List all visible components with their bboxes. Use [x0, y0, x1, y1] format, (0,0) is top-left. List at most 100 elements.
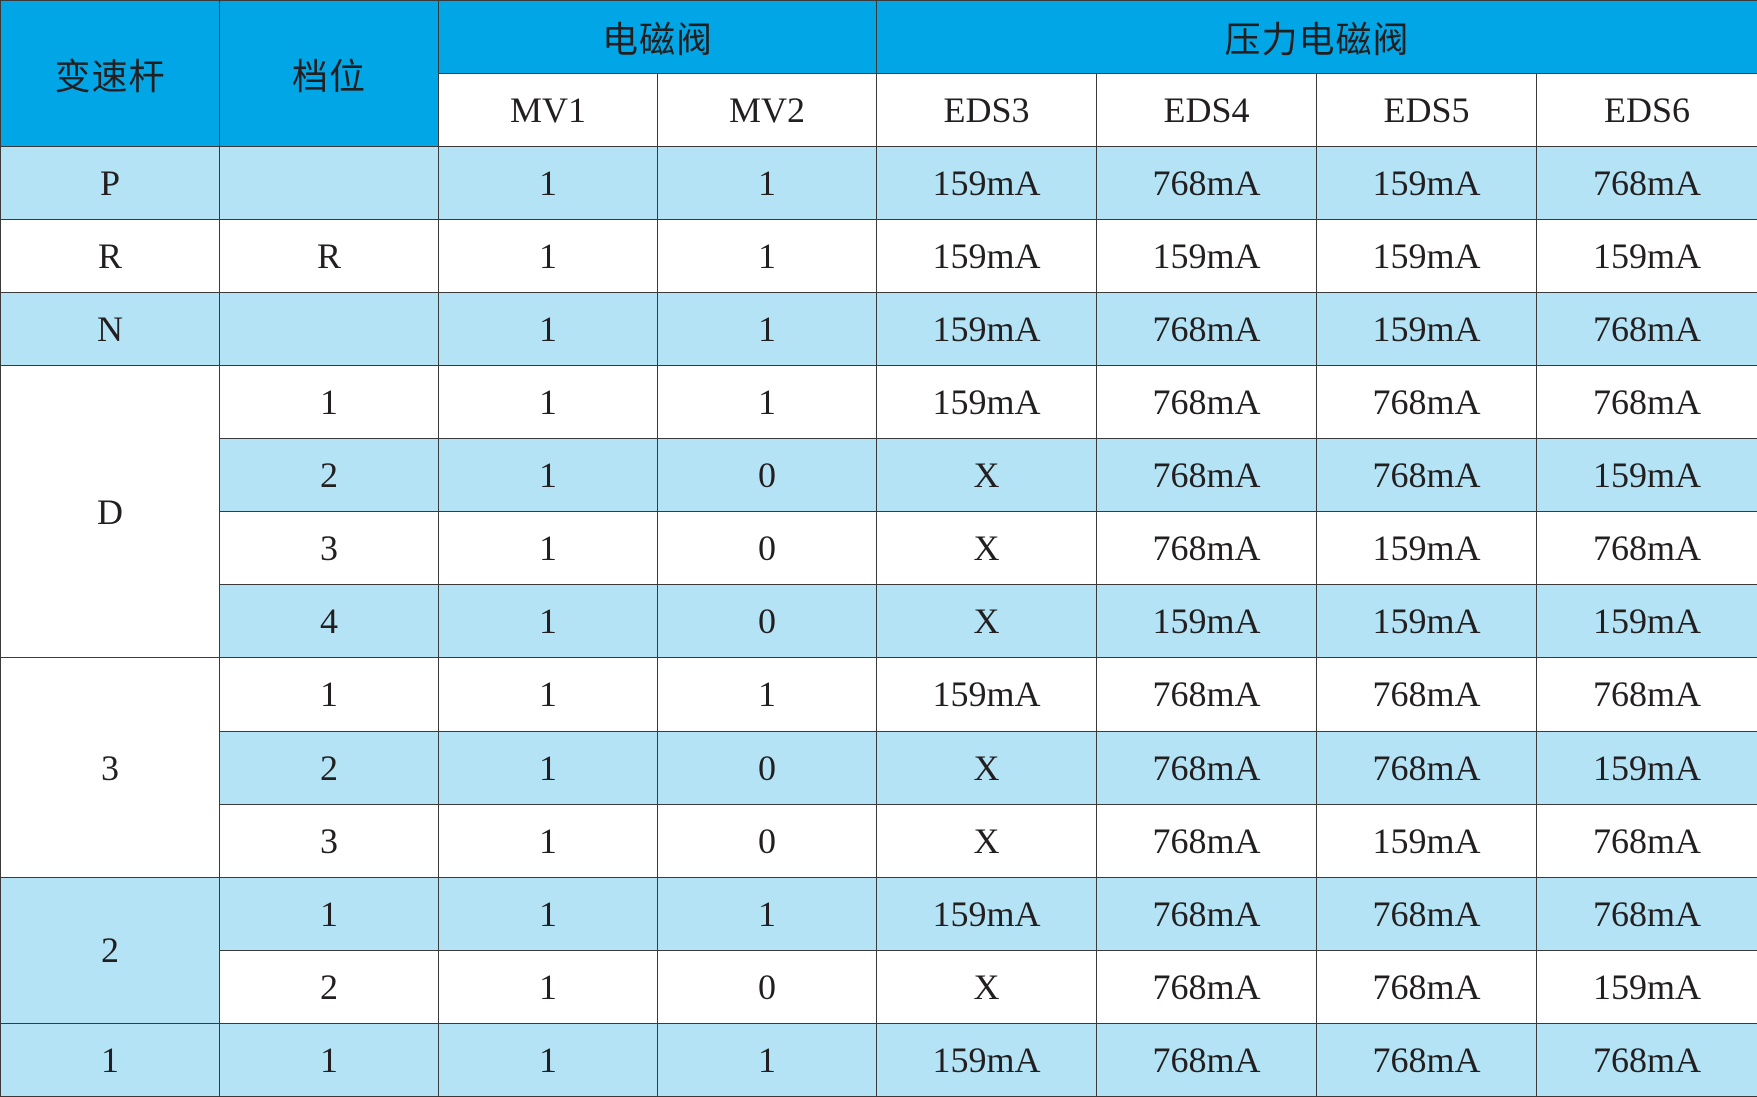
value-cell: 1 [656, 145, 878, 221]
value-cell: 159mA [1536, 584, 1757, 659]
value-cell: 159mA [1536, 730, 1757, 805]
value-cell: X [876, 511, 1098, 586]
value-cell: 0 [656, 584, 878, 659]
value-cell: 1 [438, 949, 658, 1024]
value-cell: 1 [438, 438, 658, 513]
value-cell: 768mA [1536, 365, 1757, 440]
value-cell: 768mA [1096, 803, 1318, 878]
value-cell: 159mA [876, 219, 1098, 294]
header-eds3: EDS3 [876, 73, 1098, 147]
value-cell: 1 [656, 365, 878, 440]
value-cell: 159mA [1096, 584, 1318, 659]
value-cell: 1 [656, 219, 878, 294]
value-cell: 1 [438, 292, 658, 367]
gear-cell: 1 [219, 365, 439, 440]
value-cell: 1 [438, 584, 658, 659]
value-cell: 1 [438, 803, 658, 878]
lever-cell: 2 [0, 876, 220, 1024]
value-cell: 159mA [876, 365, 1098, 440]
value-cell: 768mA [1316, 730, 1538, 805]
value-cell: 159mA [876, 657, 1098, 732]
value-cell: 768mA [1096, 145, 1318, 221]
value-cell: 768mA [1096, 511, 1318, 586]
table-row: P 1 1 159mA 768mA 159mA 768mA [0, 145, 1757, 221]
table-row: 3 1 0 X 768mA 159mA 768mA [1, 803, 1757, 878]
value-cell: 768mA [1536, 511, 1757, 586]
value-cell: 1 [656, 292, 878, 367]
value-cell: 1 [656, 657, 878, 732]
value-cell: 768mA [1316, 657, 1538, 732]
value-cell: X [876, 803, 1098, 878]
table-row: 1 1 1 1 159mA 768mA 768mA 768mA [0, 1022, 1757, 1097]
table-row: 2 1 0 X 768mA 768mA 159mA [1, 438, 1757, 513]
gear-cell: 2 [219, 949, 439, 1024]
value-cell: X [876, 730, 1098, 805]
gear-cell [219, 145, 439, 221]
gear-cell: 1 [219, 876, 439, 951]
value-cell: 159mA [1316, 803, 1538, 878]
value-cell: 159mA [1316, 219, 1538, 294]
value-cell: 768mA [1536, 876, 1757, 951]
gear-cell: 2 [219, 730, 439, 805]
value-cell: 159mA [876, 292, 1098, 367]
value-cell: 1 [438, 511, 658, 586]
lever-cell: R [0, 219, 220, 294]
value-cell: 1 [656, 1022, 878, 1097]
value-cell: 159mA [1316, 511, 1538, 586]
table-row: 3 1 0 X 768mA 159mA 768mA [1, 511, 1757, 586]
table-row: 2 1 0 X 768mA 768mA 159mA [1, 730, 1757, 805]
lever-cell: 1 [0, 1022, 220, 1097]
gear-cell: 1 [219, 657, 439, 732]
table-row: R R 1 1 159mA 159mA 159mA 159mA [0, 219, 1757, 294]
table-row: N 1 1 159mA 768mA 159mA 768mA [0, 292, 1757, 367]
value-cell: 768mA [1096, 876, 1318, 951]
value-cell: X [876, 584, 1098, 659]
value-cell: 768mA [1536, 1022, 1757, 1097]
value-cell: 1 [438, 145, 658, 221]
gear-cell: 4 [219, 584, 439, 659]
gear-cell: R [219, 219, 439, 294]
gear-cell [219, 292, 439, 367]
value-cell: 768mA [1536, 292, 1757, 367]
value-cell: 1 [438, 219, 658, 294]
lever-cell: N [0, 292, 220, 367]
value-cell: 768mA [1316, 438, 1538, 513]
value-cell: 159mA [1096, 219, 1318, 294]
value-cell: 768mA [1316, 365, 1538, 440]
value-cell: X [876, 949, 1098, 1024]
value-cell: 1 [438, 365, 658, 440]
value-cell: 1 [438, 730, 658, 805]
value-cell: 768mA [1096, 438, 1318, 513]
value-cell: 159mA [876, 145, 1098, 221]
value-cell: X [876, 438, 1098, 513]
table-row: D 1 1 1 159mA 768mA 768mA 768mA [0, 365, 1757, 659]
header-solenoid-group: 电磁阀 [437, 0, 878, 74]
lever-cell: P [0, 145, 220, 221]
value-cell: 768mA [1096, 657, 1318, 732]
gear-cell: 3 [219, 511, 439, 586]
value-cell: 1 [438, 1022, 658, 1097]
table-row: 3 1 1 1 159mA 768mA 768mA 768mA [0, 657, 1757, 878]
value-cell: 159mA [1536, 219, 1757, 294]
value-cell: 768mA [1316, 876, 1538, 951]
value-cell: 159mA [1316, 292, 1538, 367]
value-cell: 159mA [1536, 438, 1757, 513]
value-cell: 0 [656, 438, 878, 513]
value-cell: 1 [656, 876, 878, 951]
gear-cell: 2 [219, 438, 439, 513]
header-mv1: MV1 [438, 73, 658, 147]
value-cell: 159mA [876, 876, 1098, 951]
header-eds6: EDS6 [1536, 73, 1757, 147]
value-cell: 159mA [1536, 949, 1757, 1024]
table-row: 2 1 0 X 768mA 768mA 159mA [1, 949, 1757, 1024]
value-cell: 768mA [1536, 145, 1757, 221]
header-gear: 档位 [219, 0, 439, 147]
lever-cell: D [0, 365, 220, 659]
value-cell: 768mA [1096, 949, 1318, 1024]
gear-cell: 3 [219, 803, 439, 878]
value-cell: 768mA [1316, 1022, 1538, 1097]
header-mv2: MV2 [656, 73, 878, 147]
value-cell: 768mA [1536, 657, 1757, 732]
value-cell: 768mA [1316, 949, 1538, 1024]
value-cell: 0 [656, 949, 878, 1024]
